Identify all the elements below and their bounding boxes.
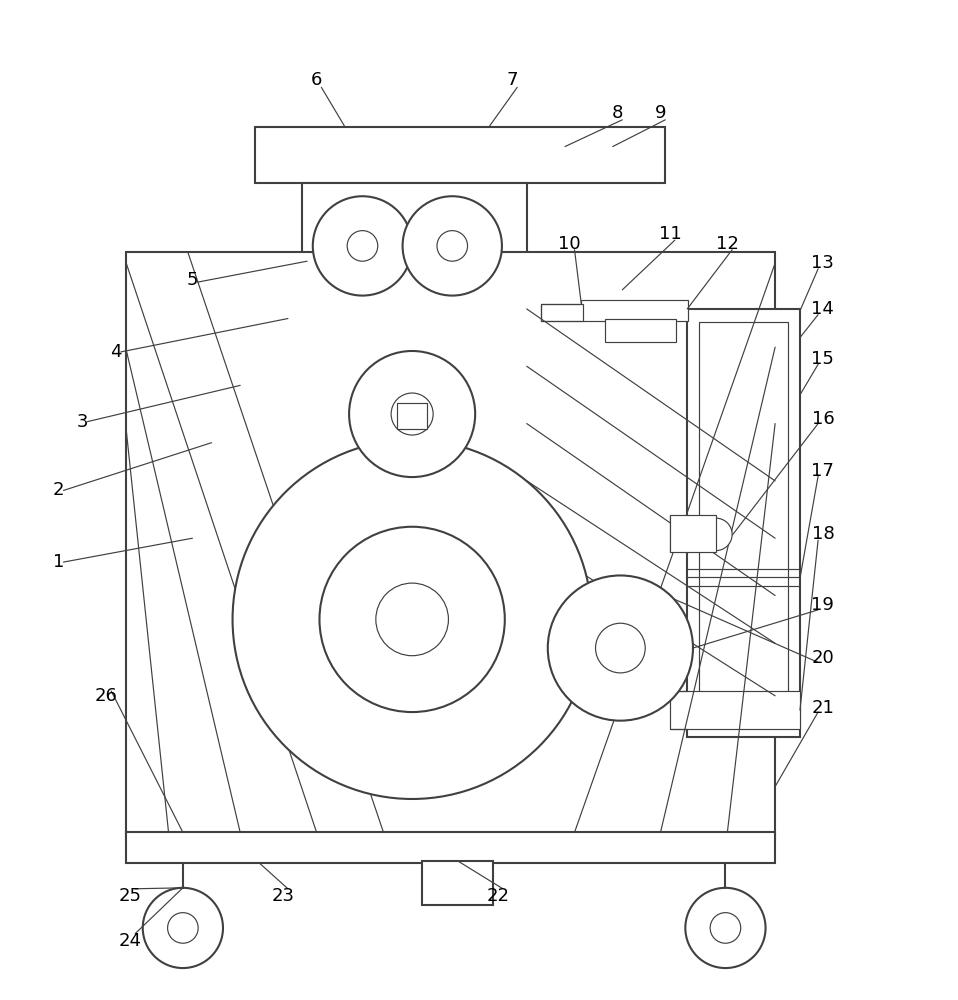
Text: 4: 4 <box>110 343 122 361</box>
Circle shape <box>402 196 502 296</box>
Bar <box>582 300 688 321</box>
Circle shape <box>710 913 741 943</box>
Bar <box>541 304 583 321</box>
Bar <box>422 861 493 905</box>
Text: 2: 2 <box>53 481 64 499</box>
Bar <box>397 403 427 429</box>
Text: 25: 25 <box>119 887 142 905</box>
Circle shape <box>347 231 377 261</box>
Bar <box>698 322 788 725</box>
Circle shape <box>233 440 592 799</box>
Bar <box>670 515 716 552</box>
Circle shape <box>313 196 412 296</box>
Bar <box>670 691 800 729</box>
Text: 21: 21 <box>811 699 834 717</box>
Text: 6: 6 <box>311 71 322 89</box>
Text: 11: 11 <box>659 225 681 243</box>
Circle shape <box>143 888 223 968</box>
Bar <box>687 309 800 737</box>
Text: 14: 14 <box>811 300 834 318</box>
Bar <box>385 378 446 418</box>
Circle shape <box>319 527 505 712</box>
Circle shape <box>349 351 475 477</box>
Text: 19: 19 <box>811 596 834 614</box>
Circle shape <box>437 231 468 261</box>
Text: 20: 20 <box>811 649 834 667</box>
Circle shape <box>699 518 732 551</box>
Circle shape <box>548 575 693 721</box>
Text: 13: 13 <box>811 254 834 272</box>
Text: 15: 15 <box>811 350 834 368</box>
Bar <box>125 252 775 839</box>
Text: 23: 23 <box>272 887 295 905</box>
Text: 17: 17 <box>811 462 834 480</box>
Text: 10: 10 <box>559 235 582 253</box>
Text: 7: 7 <box>507 71 518 89</box>
Text: 5: 5 <box>187 271 198 289</box>
Text: 3: 3 <box>77 413 88 431</box>
Bar <box>303 183 527 309</box>
Text: 24: 24 <box>119 932 142 950</box>
Text: 12: 12 <box>716 235 739 253</box>
Circle shape <box>168 913 198 943</box>
Circle shape <box>596 623 645 673</box>
Bar <box>605 319 675 342</box>
Text: 8: 8 <box>612 104 624 122</box>
Circle shape <box>376 583 448 656</box>
Text: 22: 22 <box>487 887 510 905</box>
Bar <box>255 127 665 183</box>
Text: 26: 26 <box>95 687 118 705</box>
Text: 1: 1 <box>53 553 64 571</box>
Text: 16: 16 <box>811 410 834 428</box>
Circle shape <box>391 393 433 435</box>
Circle shape <box>685 888 765 968</box>
Text: 9: 9 <box>654 104 666 122</box>
Text: 18: 18 <box>811 525 834 543</box>
Bar <box>125 832 775 863</box>
